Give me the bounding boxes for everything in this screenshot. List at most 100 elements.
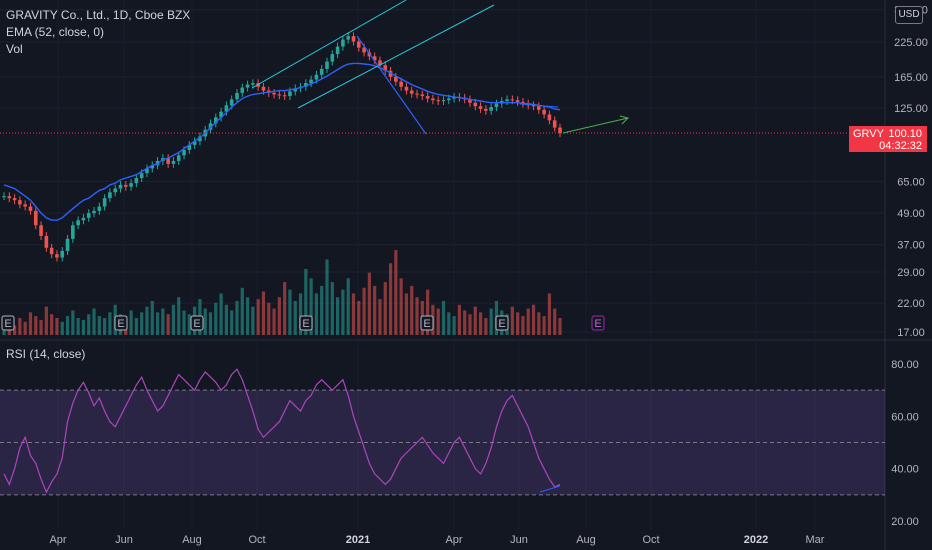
volume-bar (272, 308, 276, 335)
earnings-marker-label: E (498, 318, 505, 330)
volume-bar (346, 278, 350, 335)
volume-bar (388, 263, 393, 335)
rsi-legend[interactable]: RSI (14, close) (6, 347, 86, 361)
candle-body (49, 247, 54, 255)
candle-body (65, 238, 70, 251)
price-tick-label: 29.00 (897, 267, 925, 279)
volume-bar (97, 316, 101, 335)
candle-body (18, 200, 22, 205)
candle-body (123, 184, 128, 187)
candle-body (531, 105, 536, 107)
candle-body (71, 225, 75, 239)
candle-body (394, 76, 398, 82)
projection-arrowhead (619, 115, 629, 125)
earnings-marker-label: E (117, 318, 124, 330)
time-tick-label: Apr (445, 534, 462, 546)
volume-bar (468, 314, 472, 335)
time-tick-label: Apr (49, 534, 66, 546)
volume-bar (240, 287, 244, 335)
candle-body (28, 206, 33, 211)
candle-body (118, 184, 123, 189)
volume-bar (23, 321, 27, 335)
volume-bar (526, 308, 530, 335)
volume-bar (336, 297, 340, 335)
candle-body (552, 120, 557, 128)
candle-body (235, 92, 239, 100)
volume-bar (251, 306, 255, 335)
candle-body (171, 160, 176, 164)
volume-bar (60, 321, 64, 335)
candle-body (224, 105, 229, 112)
volume-bar (44, 306, 48, 335)
ema-legend[interactable]: EMA (52, close, 0) (6, 25, 105, 39)
candle-body (86, 213, 91, 218)
candle-body (97, 206, 102, 211)
volume-bar (235, 301, 239, 335)
time-tick-label: 2021 (346, 534, 370, 546)
volume-bar (404, 293, 409, 335)
candle-body (139, 173, 144, 179)
volume-bar (447, 312, 451, 335)
volume-bar (171, 304, 176, 335)
candle-body (452, 96, 456, 99)
volume-bar (383, 282, 387, 335)
volume-bar (203, 308, 207, 335)
time-tick-label: Oct (248, 534, 265, 546)
rsi-divergence-line (539, 485, 561, 493)
volume-bar (394, 250, 398, 335)
volume-bar (484, 318, 488, 335)
volume-bar (399, 278, 403, 335)
candle-body (473, 102, 478, 107)
candle-body (102, 198, 107, 207)
candle-body (362, 47, 366, 53)
candle-body (176, 155, 181, 161)
time-tick-label: Aug (576, 534, 596, 546)
volume-bar (473, 306, 477, 335)
candle-body (272, 92, 276, 95)
candle-body (288, 91, 292, 97)
candle-body (145, 168, 149, 174)
volume-bar (28, 312, 33, 335)
earnings-marker (1, 315, 15, 331)
candle-body (129, 183, 133, 187)
candle-body (277, 94, 282, 96)
symbol-legend[interactable]: GRAVITY Co., Ltd., 1D, Cboe BZX (6, 8, 191, 22)
rsi-tick-label: 20.00 (891, 516, 919, 528)
volume-bar (145, 306, 149, 335)
volume-bar (81, 319, 86, 335)
candle-body (415, 93, 419, 95)
candle-body (325, 61, 329, 69)
candle-body (187, 144, 192, 150)
price-tick-label: 65.00 (897, 176, 925, 188)
candle-body (484, 108, 488, 111)
volume-bar (309, 278, 313, 335)
time-tick-label: Aug (182, 534, 202, 546)
candle-body (489, 107, 493, 111)
trend-channel-upper (251, 0, 407, 89)
earnings-marker (299, 315, 313, 331)
currency-badge[interactable]: USD (895, 6, 923, 24)
volume-bar (177, 297, 181, 335)
ema-line (3, 62, 561, 221)
candle-body (478, 106, 483, 109)
trend-channel-lower (297, 4, 495, 109)
candle-body (229, 99, 234, 106)
downtrend-line (356, 35, 427, 135)
volume-bar (362, 287, 366, 335)
candle-body (441, 100, 446, 102)
volume-bar (219, 293, 223, 335)
candle-body (388, 70, 393, 77)
volume-bar (18, 318, 22, 335)
volume-bar (288, 289, 292, 335)
candle-body (436, 100, 441, 102)
candle-body (12, 198, 17, 201)
volume-bar (55, 318, 59, 335)
candle-body (39, 225, 43, 236)
volume-bar (187, 314, 191, 335)
volume-bar (161, 308, 165, 335)
volume-legend[interactable]: Vol (6, 42, 23, 56)
volume-bar (108, 312, 112, 335)
volume-bar (267, 302, 271, 335)
